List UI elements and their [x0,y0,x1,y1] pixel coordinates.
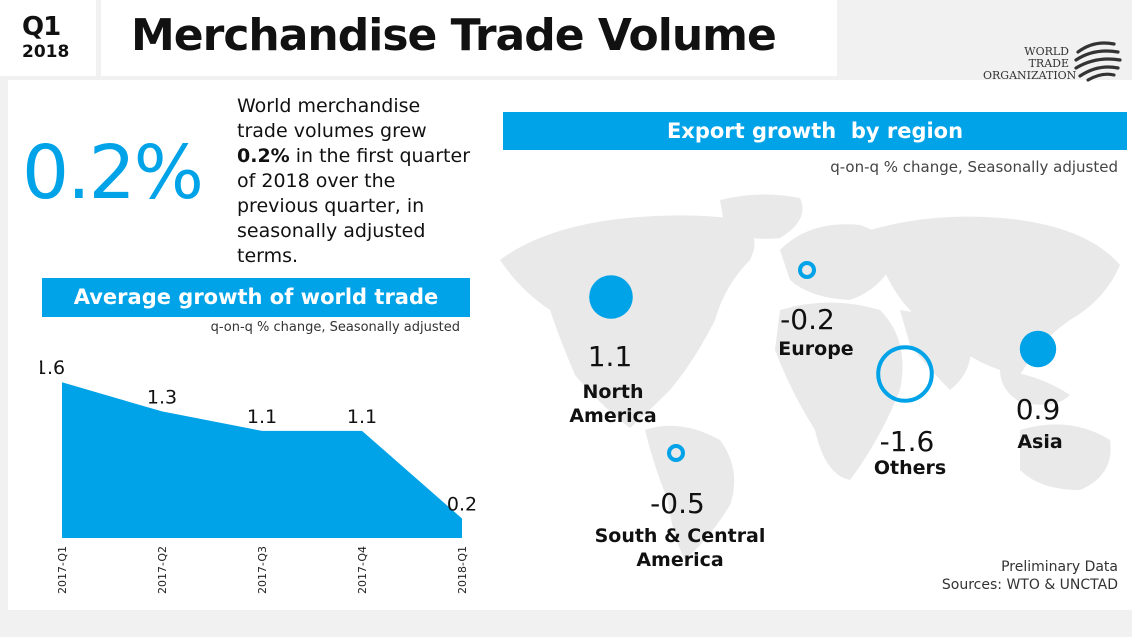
headline-growth-value: 0.2% [22,130,204,216]
area-series [62,382,462,538]
export-growth-title: Export growth by region [503,112,1127,150]
title-bar: Merchandise Trade Volume [101,0,837,76]
preliminary-note: Preliminary Data [1001,559,1118,575]
region-label-south-central-america: South & Central America [594,525,766,571]
wto-globe-icon [1074,41,1122,82]
region-value-europe: -0.2 [780,303,835,336]
desc-text-1: World merchandise trade volumes grew [237,95,427,142]
wto-logo-text: World Trade Organization [983,45,1077,82]
map-southeast-asia [1000,370,1070,405]
data-label-2017-Q2: 1.3 [147,386,177,408]
map-south-asia [900,310,971,390]
export-growth-subtitle: q-on-q % change, Seasonally adjusted [830,158,1118,176]
x-tick-2017-Q4: 2017-Q4 [356,546,369,594]
logo-line-1: World Trade [1024,45,1069,70]
data-label-2017-Q3: 1.1 [247,406,277,428]
x-tick-2018-Q1: 2018-Q1 [456,546,469,594]
region-label-others: Others [873,457,947,479]
region-label-north-america: North America [569,381,657,427]
quarter-label: Q1 [22,12,61,42]
map-africa [775,302,903,480]
x-tick-2017-Q1: 2017-Q1 [56,546,69,594]
desc-text-2: in the first quarter of 2018 over the pr… [237,145,470,267]
data-label-2017-Q4: 1.1 [347,406,377,428]
year-label: 2018 [22,42,70,62]
quarter-badge: Q1 2018 [0,0,96,76]
headline-description: World merchandise trade volumes grew 0.2… [237,94,472,269]
region-value-asia: 0.9 [1015,393,1061,426]
map-asia [870,216,1120,375]
region-value-south-central-america: -0.5 [650,487,705,520]
map-greenland [720,194,803,239]
map-europe [780,224,895,300]
world-trade-area-chart: 1.6 2017-Q1 1.3 2017-Q2 1.1 2017-Q3 1.1 2017-Q4… [40,357,477,594]
data-label-2018-Q1: 0.2 [447,494,477,516]
x-tick-2017-Q2: 2017-Q2 [156,546,169,594]
x-tick-2017-Q3: 2017-Q3 [256,546,269,594]
map-north-america [500,215,755,428]
sources-note: Sources: WTO & UNCTAD [941,577,1118,593]
map-australia [1020,424,1111,490]
region-label-asia: Asia [1017,431,1063,453]
page-title: Merchandise Trade Volume [131,10,777,61]
world-trade-chart-title: Average growth of world trade [42,278,470,317]
region-value-others: -1.6 [879,425,935,458]
desc-text-bold: 0.2% [237,145,290,167]
region-value-north-america: 1.1 [587,340,633,373]
logo-line-2: Organization [983,69,1077,82]
data-label-2017-Q1: 1.6 [40,357,65,379]
world-trade-chart-subtitle: q-on-q % change, Seasonally adjusted [210,320,460,335]
region-label-europe: Europe [778,338,854,360]
world-map [500,194,1120,560]
